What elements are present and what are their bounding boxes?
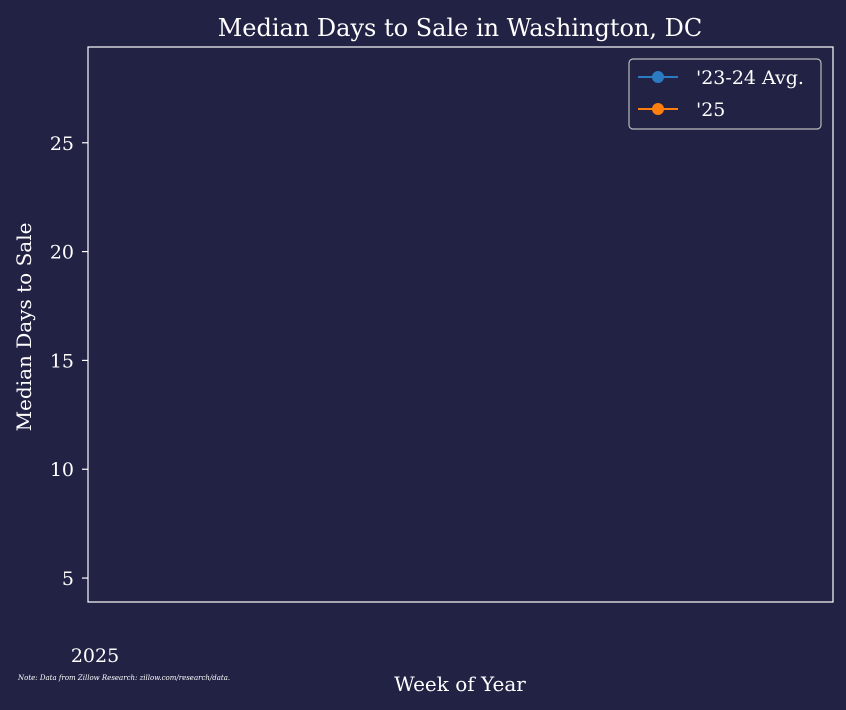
y-tick-label: 10 <box>50 459 74 481</box>
y-tick-label: 25 <box>50 133 74 155</box>
source-note: Note: Data from Zillow Research: zillow.… <box>17 674 230 682</box>
plot-area <box>87 46 834 603</box>
x-axis-label: Week of Year <box>394 672 526 696</box>
y-axis-label: Median Days to Sale <box>12 223 36 432</box>
y-tick-label: 20 <box>50 242 74 264</box>
legend-label: '25 <box>696 99 725 121</box>
chart-title: Median Days to Sale in Washington, DC <box>218 14 703 42</box>
legend-marker <box>652 103 664 115</box>
y-axis: 5 10 15 20 25 <box>50 133 88 590</box>
legend: '23-24 Avg. '25 <box>628 58 822 130</box>
y-tick-label: 5 <box>62 568 74 590</box>
legend-marker <box>652 71 664 83</box>
legend-label: '23-24 Avg. <box>696 67 804 89</box>
y-tick-label: 15 <box>50 350 74 372</box>
year-label: 2025 <box>71 645 119 667</box>
